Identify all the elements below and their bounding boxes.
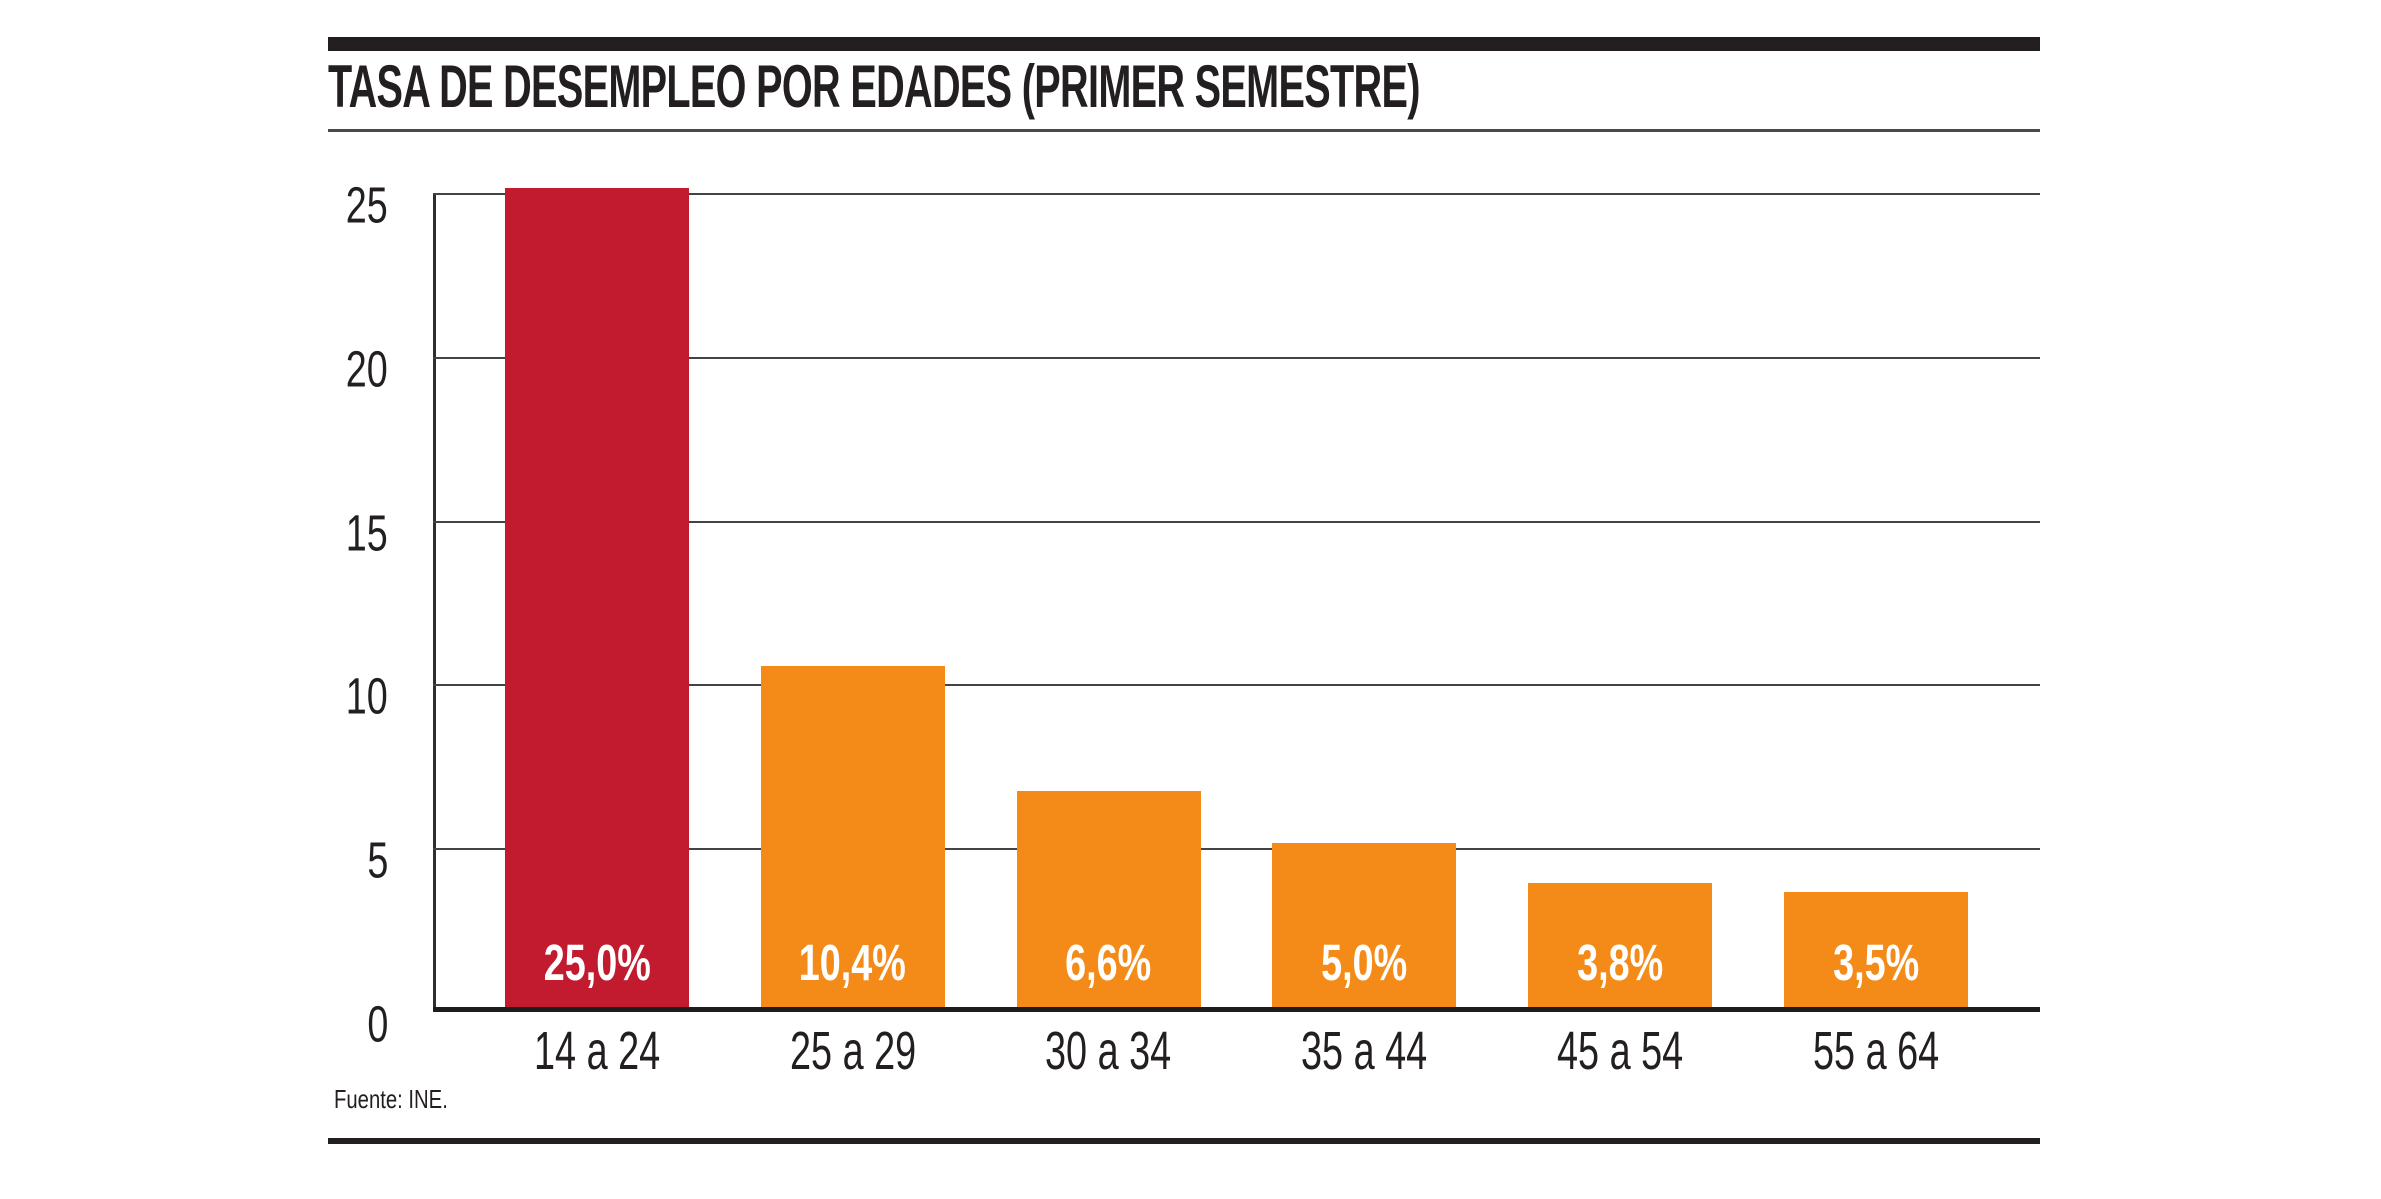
bar-group: 25,0% 14 a 24 bbox=[504, 188, 689, 1078]
chart-title: TASA DE DESEMPLEO POR EDADES (PRIMER SEM… bbox=[328, 56, 2040, 118]
y-tick-label: 5 bbox=[367, 831, 388, 889]
source-note: Fuente: INE. bbox=[334, 1084, 480, 1114]
gridline-20 bbox=[433, 356, 2040, 359]
bar-group: 3,8% 45 a 54 bbox=[1528, 193, 1713, 1078]
bar-value-label: 6,6% bbox=[1065, 934, 1152, 991]
gridline-10 bbox=[433, 684, 2040, 687]
bar-value-label: 3,8% bbox=[1577, 934, 1664, 991]
bar-group: 5,0% 35 a 44 bbox=[1272, 193, 1457, 1078]
bar bbox=[1528, 882, 1713, 1007]
bar-category-label: 14 a 24 bbox=[533, 1021, 660, 1081]
bar-group: 10,4% 25 a 29 bbox=[760, 193, 945, 1078]
bar-category-label: 55 a 64 bbox=[1813, 1021, 1940, 1081]
bar-group: 6,6% 30 a 34 bbox=[1016, 193, 1201, 1078]
y-tick-label: 20 bbox=[346, 340, 388, 398]
header-bar bbox=[328, 37, 2040, 51]
y-axis-line bbox=[433, 193, 436, 1012]
bar-category-label: 30 a 34 bbox=[1045, 1021, 1172, 1081]
source-note-text: Fuente: INE. bbox=[334, 1084, 448, 1114]
plot-area: 0 5 10 15 20 25 25,0% 14 a 24 10,4% 25 a… bbox=[346, 180, 2040, 1078]
gridline-5 bbox=[433, 848, 2040, 851]
y-tick-label: 10 bbox=[346, 667, 388, 725]
bar bbox=[760, 666, 945, 1007]
chart-title-text: TASA DE DESEMPLEO POR EDADES (PRIMER SEM… bbox=[328, 53, 1420, 120]
x-axis-line bbox=[433, 1007, 2040, 1012]
gridline-25 bbox=[433, 193, 2040, 195]
bar-category-label: 25 a 29 bbox=[789, 1021, 916, 1081]
y-tick-label: 15 bbox=[346, 504, 388, 562]
bar-value-label: 3,5% bbox=[1833, 934, 1920, 991]
bar bbox=[504, 188, 689, 1007]
y-tick-label: 0 bbox=[367, 995, 388, 1053]
bar bbox=[1272, 843, 1457, 1007]
bar-value-label: 25,0% bbox=[543, 934, 651, 991]
bar-category-label: 45 a 54 bbox=[1557, 1021, 1684, 1081]
bar-group: 3,5% 55 a 64 bbox=[1784, 193, 1969, 1078]
bar-value-label: 5,0% bbox=[1321, 934, 1408, 991]
bar-category-label: 35 a 44 bbox=[1301, 1021, 1428, 1081]
gridline-15 bbox=[433, 520, 2040, 523]
footer-rule bbox=[328, 1138, 2040, 1144]
bar bbox=[1016, 790, 1201, 1007]
title-rule bbox=[328, 129, 2040, 132]
bar bbox=[1784, 892, 1969, 1007]
bar-value-label: 10,4% bbox=[799, 934, 907, 991]
y-tick-label: 25 bbox=[346, 176, 388, 234]
